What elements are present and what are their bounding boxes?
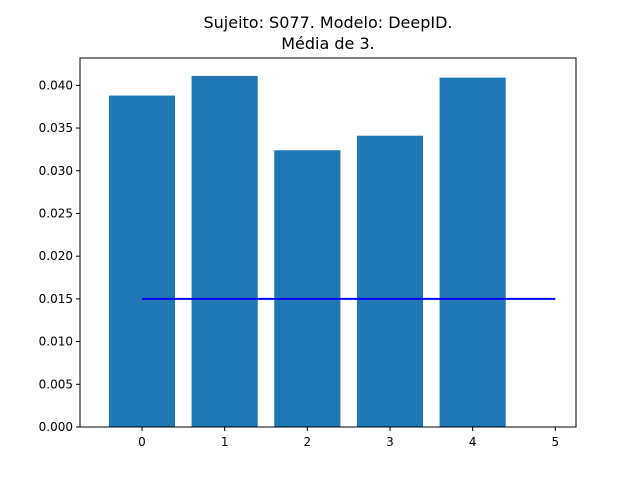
y-tick-label: 0.020 xyxy=(39,249,73,263)
y-tick-label: 0.010 xyxy=(39,335,73,349)
x-tick-label: 0 xyxy=(138,435,146,449)
y-tick-label: 0.005 xyxy=(39,377,73,391)
y-tick-label: 0.025 xyxy=(39,206,73,220)
bar-1 xyxy=(191,75,258,427)
y-tick-label: 0.030 xyxy=(39,164,73,178)
y-tick-label: 0.000 xyxy=(39,420,73,434)
x-tick-label: 1 xyxy=(221,435,229,449)
x-axis: 0 1 2 3 4 5 xyxy=(138,427,559,449)
bar-0 xyxy=(108,95,176,427)
bar-4 xyxy=(439,77,506,427)
x-tick-label: 2 xyxy=(304,435,312,449)
y-tick-label: 0.035 xyxy=(39,121,73,135)
y-tick-label: 0.040 xyxy=(39,78,73,92)
y-tick-label: 0.015 xyxy=(39,292,73,306)
plot-frame xyxy=(79,57,577,428)
bar-2 xyxy=(274,150,341,427)
chart-title-line1: Sujeito: S077. Modelo: DeepID. xyxy=(203,13,452,32)
x-tick-label: 4 xyxy=(469,435,477,449)
bar-3 xyxy=(356,135,424,427)
y-axis: 0.000 0.005 0.010 0.015 0.020 0.025 0.030 0.035… xyxy=(39,78,80,434)
chart-title-line2: Média de 3. xyxy=(281,34,375,53)
x-tick-label: 5 xyxy=(552,435,560,449)
bars-group xyxy=(108,75,506,427)
x-tick-label: 3 xyxy=(386,435,394,449)
